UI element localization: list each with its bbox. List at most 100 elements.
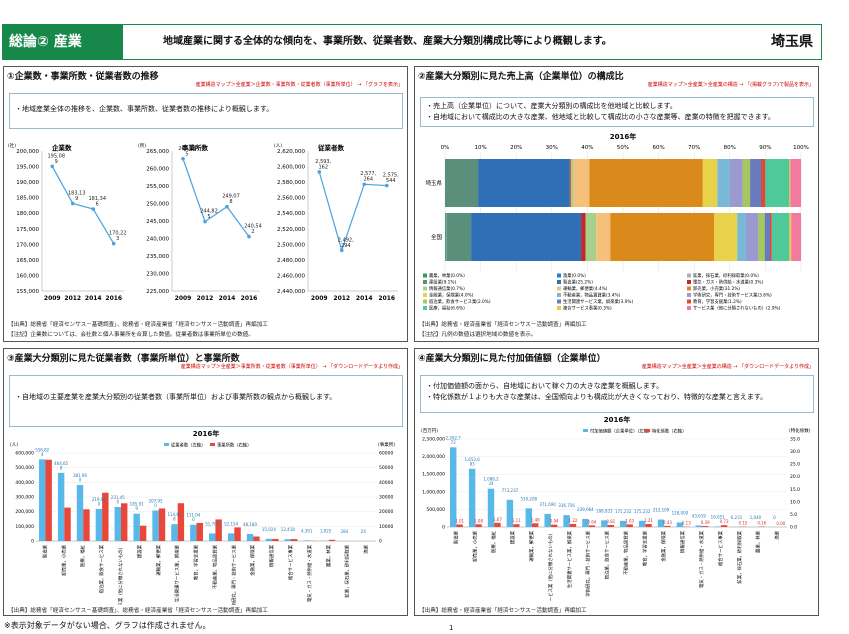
- legend-swatch: [557, 273, 561, 278]
- coefficient-label: 1.01: [455, 518, 464, 523]
- y-tick-label: 175,000: [16, 227, 39, 233]
- data-point: [70, 201, 75, 206]
- stacked-bar-segment: [729, 159, 743, 207]
- category-label: 複合サービス事業: [717, 530, 724, 566]
- y-tick-label: 245,000: [146, 219, 169, 225]
- bar-left-series: [209, 533, 216, 541]
- left-tick-label: 1,500,000: [422, 472, 445, 478]
- stacked-bar-segment: [791, 213, 801, 261]
- data-label: 175,232: [634, 509, 651, 514]
- legend-swatch: [423, 299, 427, 304]
- source-note: 【出典】総務省・経済産業省「経済センサス－活動調査」再編加工: [419, 608, 587, 614]
- right-axis-unit: (事業所): [378, 441, 395, 448]
- coefficient-label: 0.64: [587, 519, 596, 524]
- stacked-bar-segment: [790, 159, 801, 207]
- legend-label: 教育，学習支援業(1.2%): [693, 298, 742, 305]
- x-tick-label: 80%: [724, 145, 736, 151]
- coefficient-label: 0.94: [550, 519, 559, 524]
- legend-label: 卸売業，小売業(31.2%): [693, 285, 740, 292]
- bar-right-series: [550, 524, 558, 527]
- right-tick-label: 20000: [379, 509, 393, 515]
- legend-label: 事業所数（右軸）: [217, 442, 251, 449]
- panel-sales-composition: ②産業大分類別に見た売上高（企業単位）の構成比 産業構造マップ＞全産業＞全産業の…: [414, 66, 819, 342]
- x-tick-label: 2016: [241, 295, 258, 302]
- data-label: 0: [773, 515, 776, 520]
- data-label: 2,593, 162: [315, 159, 331, 171]
- bar-right-series: [328, 539, 336, 541]
- panel-trend-title: ①企業数・事業所数・従業者数の推移: [7, 72, 159, 82]
- axis-unit: (人): [274, 143, 282, 149]
- bar-right-series: [102, 492, 109, 541]
- data-label: 175,232: [615, 509, 632, 514]
- panel-employees-description: ・自地域の主要産業を産業大分類別の従業者数（事業所単位）および事業所数の観点から…: [9, 375, 403, 427]
- category-label: サービス業（他に分類されないもの）: [547, 531, 554, 601]
- bar-left-series: [657, 519, 665, 527]
- left-axis-unit: (百万円): [421, 428, 438, 434]
- right-axis-unit: (特化係数): [789, 427, 811, 434]
- coefficient-label: 1.03: [625, 518, 634, 523]
- right-tick-label: 60000: [379, 451, 393, 457]
- data-point: [91, 207, 96, 211]
- data-label: 381,96 0: [73, 473, 87, 483]
- stacked-bar-segment: [742, 159, 751, 207]
- legend-label: 不動産業，物品賃貸業(3.4%): [563, 292, 621, 299]
- data-label: 207,95 0: [149, 499, 163, 509]
- bar-right-series: [645, 523, 652, 527]
- stacked-bar-segment: [789, 213, 792, 261]
- category-label: 運輸業，郵便業: [528, 530, 535, 561]
- data-label: 43,619: [692, 513, 706, 518]
- bar-left-series: [582, 518, 589, 527]
- x-tick-label: 90%: [759, 145, 771, 151]
- y-tick-label: 250,000: [146, 202, 169, 208]
- left-tick-label: 500,000: [426, 507, 445, 513]
- stacked-bar-segment: [714, 213, 738, 261]
- bar-right-series: [291, 539, 298, 541]
- bar-right-series: [720, 525, 728, 527]
- x-tick-label: 2014: [356, 295, 373, 302]
- y-tick-label: 170,000: [16, 242, 39, 248]
- panel-trend: ①企業数・事業所数・従業者数の推移 産業構造マップ＞全産業＞企業数・事業所数・従…: [3, 66, 408, 342]
- data-label: 371,690: [539, 502, 556, 507]
- x-tick-label: 2016: [378, 295, 395, 302]
- panel-value-nav: 産業構造マップ＞全産業＞全産業の構造 → 「ダウンロードデータより作成」: [641, 364, 814, 370]
- chart-title: 企業数: [51, 143, 72, 152]
- prefecture-name: 埼玉県: [771, 34, 813, 50]
- category-label: 医療，福祉: [79, 544, 86, 567]
- description-text-2: ・特化係数が１よりも大きな産業は、全国傾向よりも構成比が大きくなっており、特徴的…: [426, 393, 768, 401]
- bar-left-series: [620, 520, 627, 527]
- category-label: 建設業: [509, 530, 516, 544]
- data-label: 773,237: [502, 488, 519, 493]
- data-label: 229,664: [577, 507, 594, 512]
- right-tick-label: 35.0: [790, 437, 800, 443]
- left-tick-label: 2,000,000: [422, 454, 445, 460]
- legend-swatch: [423, 273, 427, 278]
- bar-right-series: [196, 522, 203, 541]
- legend-label: サービス業（他に分類されないもの）(2.9%): [693, 305, 781, 312]
- trend-charts: 企業数 (社) 155,000 160,000 165,000 170,000 175,00…: [8, 142, 399, 302]
- right-tick-label: 10000: [379, 524, 393, 530]
- x-tick-label: 0%: [441, 145, 450, 151]
- chart-title: 2016年: [610, 132, 636, 141]
- y-tick-label: 2,540,000: [277, 211, 305, 217]
- x-tick-label: 2012: [197, 295, 214, 302]
- data-label: 212,109: [653, 508, 670, 513]
- y-tick-label: 2,460,000: [277, 273, 305, 279]
- legend-label: 学術研究，専門・技術サービス業(3.6%): [693, 292, 772, 299]
- data-label: 183,13 9: [68, 190, 86, 202]
- y-tick-label: 160,000: [16, 273, 39, 279]
- x-tick-label: 10%: [474, 145, 486, 151]
- chart-title: 従業者数: [317, 143, 345, 152]
- data-label: 16,051: [711, 514, 725, 519]
- right-tick-label: 40000: [379, 480, 393, 486]
- left-tick-label: 600,000: [15, 451, 34, 457]
- category-label: 学術研究，専門・技術サービス業: [585, 530, 592, 596]
- data-point: [247, 234, 251, 239]
- stacked-bar-segment: [581, 213, 586, 261]
- bar-left-series: [76, 484, 84, 541]
- left-tick-label: 400,000: [15, 480, 34, 486]
- data-label: 1,040: [750, 515, 762, 520]
- right-tick-label: 50000: [379, 465, 393, 471]
- legend-swatch: [687, 273, 691, 278]
- y-tick-label: 165,000: [16, 258, 39, 264]
- stacked-bar-segment: [765, 159, 790, 207]
